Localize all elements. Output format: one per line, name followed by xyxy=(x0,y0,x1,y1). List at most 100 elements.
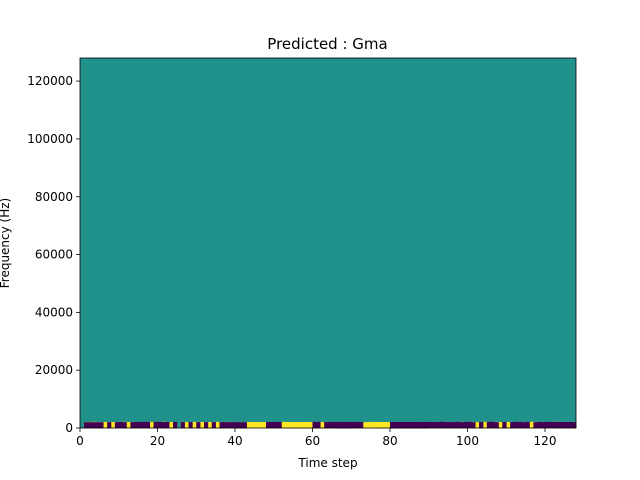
heatmap-cell-low xyxy=(211,422,216,429)
heatmap-cell-low xyxy=(347,422,352,429)
heatmap-cell-low xyxy=(444,422,449,429)
heatmap-cell-low xyxy=(490,421,495,428)
heatmap-cell-low xyxy=(537,421,542,429)
heatmap-cell-high xyxy=(382,422,387,429)
heatmap-cell-low xyxy=(277,421,282,429)
heatmap-cell-high xyxy=(250,422,255,429)
heatmap-cell-low xyxy=(409,422,414,429)
heatmap-cell-low xyxy=(510,422,515,429)
heatmap-cell-low xyxy=(397,422,402,429)
heatmap-cell-high xyxy=(103,421,108,429)
heatmap-cell-low xyxy=(161,422,166,429)
heatmap-cell-low xyxy=(432,422,437,429)
x-tick-label: 0 xyxy=(76,434,84,448)
heatmap-cell-low xyxy=(405,422,410,429)
y-tick-label: 80000 xyxy=(35,190,73,204)
x-tick-label: 80 xyxy=(382,434,397,448)
heatmap-cell-low xyxy=(173,422,178,429)
heatmap-cell-low xyxy=(556,421,561,429)
heatmap-cell-low xyxy=(545,421,550,429)
heatmap-cell-low xyxy=(99,422,104,429)
heatmap-cell-low xyxy=(479,421,484,428)
chart-title: Predicted : Gma xyxy=(267,35,387,53)
heatmap-cell-high xyxy=(366,422,371,429)
heatmap-cell-low xyxy=(118,421,123,428)
heatmap-cell-low xyxy=(231,422,236,429)
heatmap-cell-high xyxy=(483,422,488,429)
heatmap-cell-low xyxy=(436,422,441,429)
y-tick-label: 0 xyxy=(65,421,73,435)
heatmap-cell-low xyxy=(552,421,557,429)
heatmap-cell-low xyxy=(401,422,406,429)
heatmap-cell-high xyxy=(192,421,197,428)
heatmap-cell-low xyxy=(440,422,445,429)
heatmap-cell-low xyxy=(142,421,147,428)
heatmap-cell-high xyxy=(149,422,154,429)
heatmap-cell-low xyxy=(521,422,526,429)
heatmap-cell-low xyxy=(560,421,565,429)
heatmap-cell-high xyxy=(498,422,503,429)
heatmap-cell-low xyxy=(157,421,162,428)
x-tick-label: 60 xyxy=(305,434,320,448)
heatmap-cell-low xyxy=(235,422,240,429)
heatmap-cell-low xyxy=(514,421,519,428)
heatmap-cell-low xyxy=(269,421,275,429)
heatmap-cell-low xyxy=(227,422,232,429)
heatmap-cell-low xyxy=(266,421,271,429)
heatmap-cell-low xyxy=(335,422,340,429)
heatmap-cell-low xyxy=(351,422,356,429)
heatmap-cell-low xyxy=(541,422,546,429)
y-tick-label: 60000 xyxy=(35,248,73,262)
y-axis-label: Frequency (Hz) xyxy=(0,198,12,289)
heatmap-cell-high xyxy=(529,421,534,428)
heatmap-cell-low xyxy=(107,422,112,429)
heatmap-cell-low xyxy=(448,422,453,429)
heatmap-cell-low xyxy=(343,422,348,429)
heatmap-cell-low xyxy=(467,421,472,428)
heatmap-cell-low xyxy=(413,422,418,429)
heatmap-cell-low xyxy=(328,422,333,429)
heatmap-cell-low xyxy=(223,422,228,429)
heatmap-cell-high xyxy=(126,422,131,429)
heatmap-cell-high xyxy=(304,422,309,429)
heatmap-cell-low xyxy=(421,421,426,429)
heatmap-cell-low xyxy=(517,421,523,428)
x-tick-label: 20 xyxy=(150,434,165,448)
heatmap-cell-low xyxy=(273,421,278,429)
heatmap-cell-low xyxy=(122,422,127,429)
heatmap-cell-high xyxy=(258,422,263,429)
heatmap-cell-low xyxy=(145,422,151,429)
heatmap-cell-high xyxy=(289,422,294,429)
heatmap-cell-low xyxy=(91,422,96,429)
heatmap-cell-low xyxy=(572,422,577,429)
heatmap-cell-low xyxy=(83,422,89,429)
heatmap-cell-high xyxy=(207,422,213,429)
heatmap-cell-high xyxy=(378,422,383,429)
heatmap-cell-low xyxy=(242,422,247,429)
heatmap-cell-low xyxy=(153,422,158,429)
heatmap-cell-low xyxy=(134,422,139,429)
heatmap-cell-low xyxy=(238,422,244,429)
heatmap-cell-low xyxy=(130,422,135,429)
x-tick-label: 100 xyxy=(456,434,479,448)
heatmap-cell-low xyxy=(452,422,457,429)
heatmap-cell-low xyxy=(114,422,120,429)
plot-frame xyxy=(79,57,577,429)
heatmap-cell-low xyxy=(502,421,507,428)
heatmap-cell-low xyxy=(180,422,185,429)
y-tick-label: 20000 xyxy=(35,363,73,377)
heatmap-cell-low xyxy=(204,422,209,429)
heatmap-cell-low xyxy=(196,422,201,429)
heatmap-cell-high xyxy=(254,422,259,429)
heatmap-cell-high xyxy=(308,422,313,429)
heatmap-cell-low xyxy=(428,422,433,429)
heatmap-cell-low xyxy=(471,422,476,429)
heatmap-cell-low xyxy=(316,421,321,428)
heatmap-cell-high xyxy=(169,422,174,429)
heatmap-cell-low xyxy=(339,422,344,429)
heatmap-cell-low xyxy=(312,421,317,428)
heatmap-cell-low xyxy=(331,422,337,429)
heatmap-cell-high xyxy=(246,421,251,429)
heatmap-cell-low xyxy=(95,422,100,429)
